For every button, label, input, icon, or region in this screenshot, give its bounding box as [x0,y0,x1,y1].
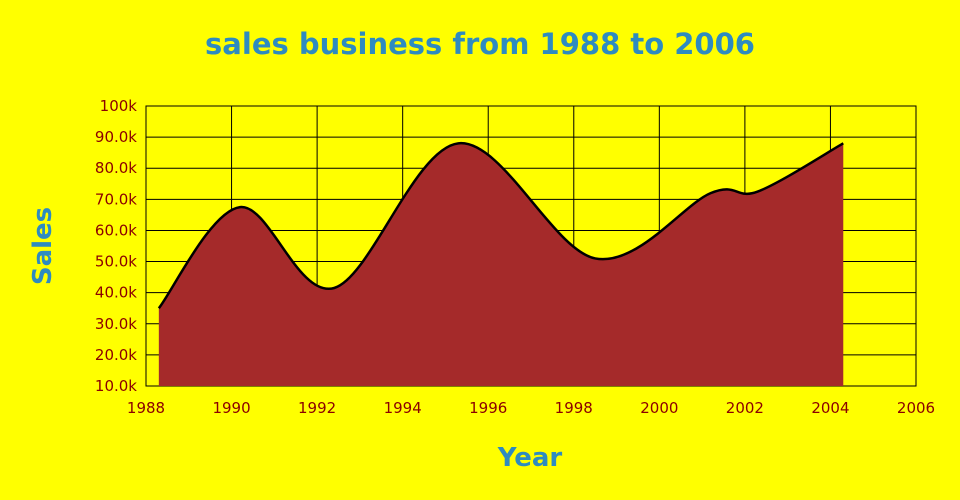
x-tick-label: 1998 [555,399,593,417]
x-axis-title: Year [497,443,563,473]
y-tick-label: 60.0k [95,221,137,239]
x-tick-label: 1990 [212,399,250,417]
area-layer [157,142,844,386]
x-tick-label: 2002 [726,399,764,417]
y-tick-label: 90.0k [95,128,137,146]
x-tick-label: 2000 [640,399,678,417]
y-tick-label: 70.0k [95,190,137,208]
chart-title: sales business from 1988 to 2006 [205,27,755,61]
x-tick-label: 2004 [811,399,849,417]
x-tick-label: 1992 [298,399,336,417]
x-tick-label: 2006 [897,399,935,417]
series-line [157,142,844,310]
y-tick-label: 80.0k [95,159,137,177]
y-tick-label: 10.0k [95,377,137,395]
tick-layer: 1988 1990 1992 1994 1996 1998 2000 2002 2004 2006… [95,97,935,417]
x-tick-label: 1996 [469,399,507,417]
y-tick-label: 40.0k [95,284,137,302]
x-tick-label: 1988 [127,399,165,417]
area-fill [158,143,844,386]
y-axis-title: Sales [28,207,58,285]
y-tick-label: 30.0k [95,315,137,333]
y-tick-label: 100k [100,97,138,115]
y-tick-label: 20.0k [95,346,137,364]
y-tick-label: 50.0k [95,253,137,271]
x-tick-label: 1994 [384,399,422,417]
